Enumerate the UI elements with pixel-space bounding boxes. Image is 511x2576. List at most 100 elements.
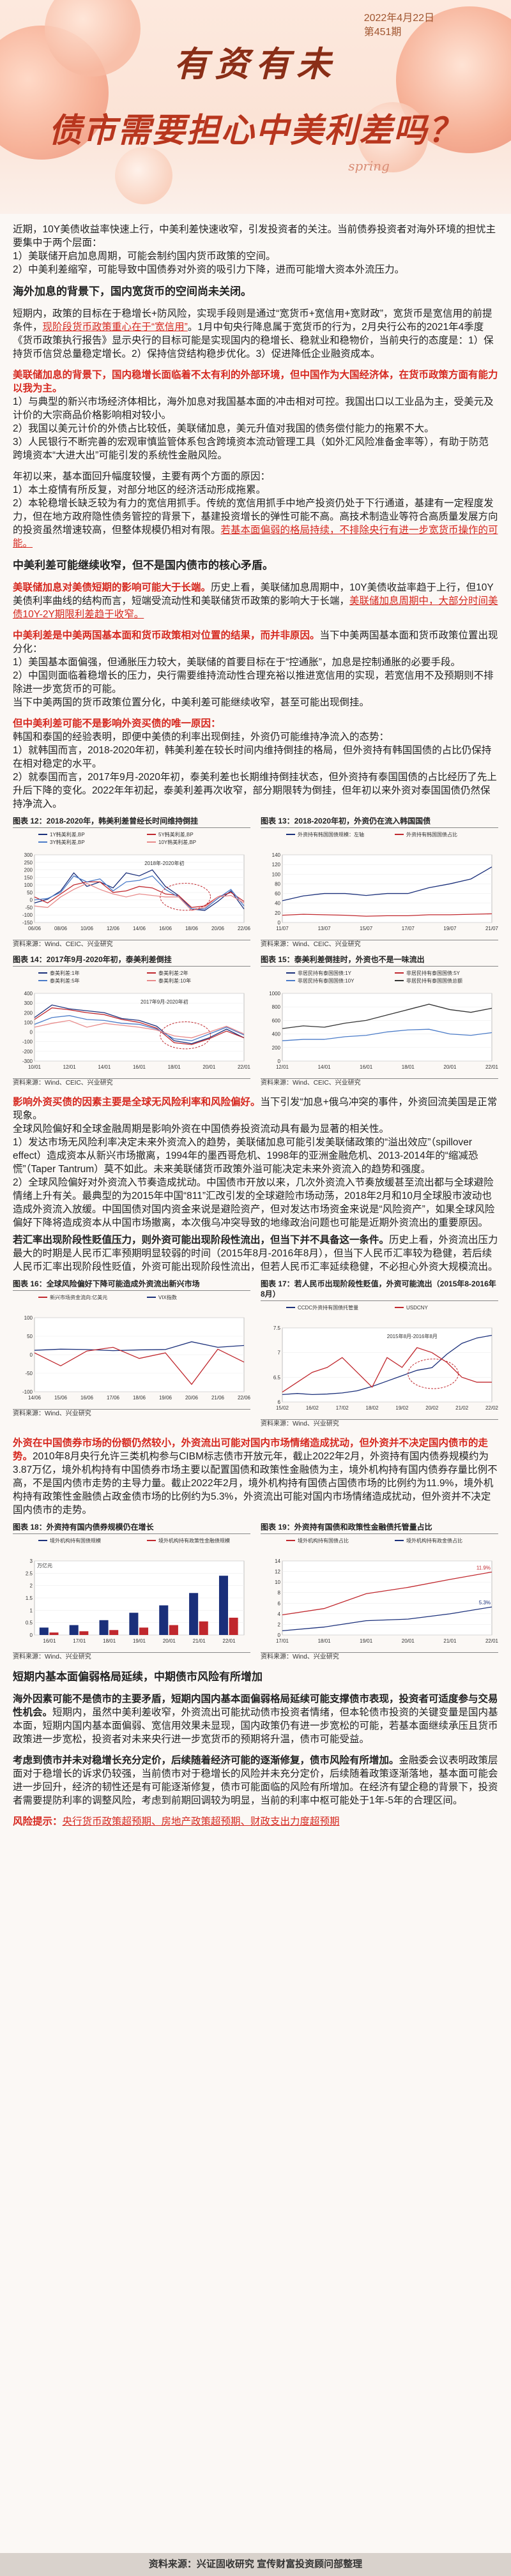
series-line [34,883,245,911]
y-tick-label: 200 [24,868,33,873]
x-tick-label: 17/06 [107,1395,120,1401]
x-tick-label: 20/01 [443,1064,457,1070]
x-tick-label: 19/07 [443,926,457,931]
section-heading-5: 短期内基本面偏弱格局延续，中期债市风险有所增加 [13,1671,263,1683]
y-axis-label: 万亿元 [37,1562,52,1569]
figure-18: 图表 18：外资持有国内债券规模仍在增长 0 0.5 1 1.5 2 2.5 3 境外机构持有… [13,1522,250,1662]
peony-flower-decoration [45,0,141,77]
s3-paragraph-1: 韩国和泰国的经验表明，即便中美债的利率出现倒挂，外资仍可能维持净流入的态势： [13,732,390,742]
x-tick-label: 21/01 [443,1638,457,1644]
y-tick-label: 100 [24,882,33,888]
y-tick-label: 400 [24,991,33,997]
chart-figure-16: -100 -50 0 50 100 新兴市场资金流向:亿美元 VIX指数 14/06 15/06… [22,1294,251,1401]
bar [159,1605,169,1635]
series-line [34,1020,245,1039]
legend-entry: 10Y韩美利差,BP [158,839,196,845]
y-tick-label: 80 [275,881,280,887]
figure-row-4: 图表 18：外资持有国内债券规模仍在增长 0 0.5 1 1.5 2 2.5 3 境外机构持有… [13,1522,499,1662]
bar [109,1630,119,1635]
y-tick-label: 300 [24,852,33,858]
text-span: 。1月中旬央行降息属于宽货币的行为，2月央行公布的2021年4季度《货币政策执行… [13,322,494,359]
figure-row-3: 图表 16：全球风险偏好下降可能造成外资流出新兴市场 -100 -50 0 50 100… [13,1279,499,1429]
s2-paragraph-1: 美联储加息对美债短期的影响可能大于长端。历史上看，美联储加息周期中，10Y美债收… [13,581,498,621]
issue-date: 2022年4月22日 [363,13,434,24]
x-tick-label: 18/01 [402,1064,415,1070]
spring-script: spring [348,158,390,174]
series-line [282,1606,492,1632]
y-tick-label: -50 [25,1371,33,1376]
x-tick-label: 20/06 [211,926,225,931]
y-tick-label: 200 [272,1045,281,1051]
s4-paragraph-6: 外资在中国债券市场的份额仍然较小，外资流出可能对国内市场情绪造成扰动，但外资并不… [13,1436,498,1517]
x-tick-label: 20/01 [163,1638,176,1644]
intro-paragraph: 近期，10Y美债收益率快速上行，中美利差快速收窄，引发投资者的关注。当前债券投资… [13,224,496,275]
emphasis-text: 美联储加息对美债短期的影响可能大于长端。 [13,582,211,593]
text-span: 1）与典型的新兴市场经济体相比，海外加息对我国基本面的冲击相对可控。我国出口以工… [13,396,494,461]
x-tick-label: 08/06 [54,926,68,931]
series-line [282,1347,492,1393]
peony-flower-decoration [358,102,428,172]
peony-flower-decoration [115,147,172,204]
figure-title: 图表 16：全球风险偏好下降可能造成外资流出新兴市场 [13,1279,250,1291]
series-line [34,881,245,908]
series-line [34,875,245,910]
x-tick-label: 14/06 [28,1395,42,1401]
x-tick-label: 22/01 [223,1638,236,1644]
text-span: 短期内，虽然中美利差收窄，外资流出可能扰动债市投资者情绪，但本轮债市投资的关键变… [13,1707,498,1745]
y-tick-label: 800 [272,1004,281,1010]
y-tick-label: 20 [275,910,280,916]
section-heading-1: 海外加息的背景下，国内宽货币的空间尚未关闭。 [13,285,252,298]
y-tick-label: 6 [278,1399,281,1405]
y-tick-label: -100 [22,1039,33,1045]
legend-entry: 3Y韩美利差,BP [50,839,85,845]
x-tick-label: 22/01 [485,1638,498,1644]
text-span: 当下引发“加息+俄乌冲突的事件，外资回流美国是正常现象。 [13,1097,498,1121]
x-tick-label: 18/06 [133,1395,146,1401]
figure-17: 图表 17：若人民币出现阶段性贬值，外资可能流出（2015年8-2016年8月）… [261,1279,499,1429]
emphasis-text: 美联储加息的背景下，国内稳增长面临着不太有利的外部环境，但中国作为大国经济体，在… [13,370,498,394]
y-tick-label: 2.5 [26,1570,33,1576]
text-span: 2010年8月央行允许三类机构参与CIBM标志债市开放元年，截止2022年2月，… [13,1451,498,1516]
x-tick-label: 18/01 [103,1638,116,1644]
figure-title: 图表 13：2018-2020年初，外资仍在流入韩国国债 [261,816,498,828]
text-span: 年初以来，基本面回升幅度较慢，主要有两个方面的原因： 1）本土疫情有所反复，对部… [13,471,498,536]
y-tick-label: 100 [272,871,281,877]
text-span: 金融委会议表明政策层面对于稳增长的诉求仍较强，当前债市对于稳增长的风险并未充分定… [13,1755,498,1806]
figure-16: 图表 16：全球风险偏好下降可能造成外资流出新兴市场 -100 -50 0 50 100… [13,1279,251,1429]
figure-title: 图表 19：外资持有国债和政策性金融债托管量占比 [261,1522,498,1534]
legend-entry: 非居民持有泰国国债:10Y [298,977,355,984]
x-tick-label: 16/06 [80,1395,94,1401]
x-tick-label: 22/01 [485,1064,498,1070]
figure-source: 资料来源：Wind、CEIC、兴业研究 [261,1078,498,1088]
bar [189,1593,199,1635]
legend-entry: 非居民持有泰国国债:1Y [298,970,352,976]
figure-source: 资料来源：Wind、兴业研究 [261,1652,498,1662]
legend-entry: 泰美利差:2年 [158,970,188,976]
x-tick-label: 20/01 [202,1064,216,1070]
y-tick-label: 1 [30,1608,33,1613]
s5-paragraph-1: 海外因素可能不是债市的主要矛盾，短期内国内基本面偏弱格局延续可能支撑债市表现，投… [13,1692,498,1746]
risk-text: 央行货币政策超预期、房地产政策超预期、财政支出力度超预期 [62,1816,340,1827]
chart-figure-14: -300 -200 -100 0 100 200 300 400 泰美利差:1年 泰美利差:2年泰… [22,970,251,1070]
y-tick-label: 6 [278,1601,281,1606]
x-tick-label: 17/01 [73,1638,86,1644]
legend-entry: 境外机构持有国债占比 [298,1537,349,1544]
x-tick-label: 14/01 [98,1064,111,1070]
risk-warning: 风险提示：央行货币政策超预期、房地产政策超预期、财政支出力度超预期 [13,1815,498,1828]
x-tick-label: 14/01 [318,1064,332,1070]
series-line [34,869,245,911]
figure-row-1: 图表 12：2018-2020年，韩美利差曾经长时间维持倒挂 -150 -100-… [13,816,499,949]
legend-entry: 境外机构持有政金债占比 [406,1537,462,1544]
article-body: 近期，10Y美债收益率快速上行，中美利差快速收窄，引发投资者的关注。当前债券投资… [0,214,511,1828]
x-tick-label: 17/07 [402,926,415,931]
series-line [34,1004,245,1044]
x-tick-label: 16/06 [159,926,172,931]
emphasis-text: 影响外资买债的因素主要是全球无风险利率和风险偏好。 [13,1097,261,1108]
text-span: 历史上看，外资流出压力最大的时期是人民币汇率预期明显较弱的时间（2015年8月-… [13,1235,498,1272]
y-tick-label: 1000 [269,991,280,997]
y-tick-label: 300 [24,1000,33,1006]
y-tick-label: 2 [278,1622,281,1627]
bar [169,1625,178,1635]
y-tick-label: 0 [278,1632,281,1638]
x-tick-label: 11/07 [276,926,289,931]
